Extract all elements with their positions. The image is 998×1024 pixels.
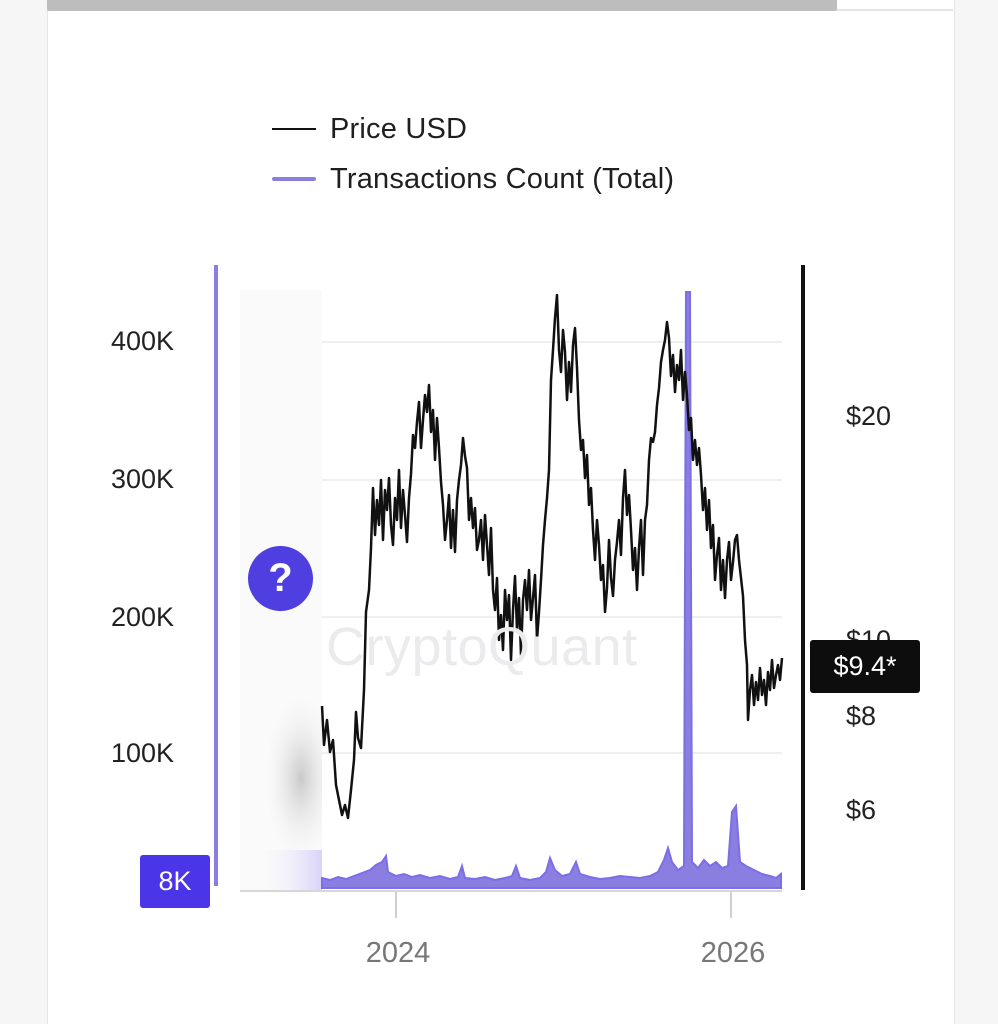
right-axis-tick-20: $20 [846, 401, 892, 431]
right-axis-tick-6: $6 [846, 795, 877, 825]
price-current-value-badge: $9.4* [810, 640, 920, 693]
chart-legend: Price USD Transactions Count (Total) [272, 104, 674, 204]
left-axis-tick-200k: 200K [110, 602, 174, 632]
x-axis-label-2026: 2026 [700, 937, 766, 969]
legend-item-price[interactable]: Price USD [272, 104, 674, 154]
transactions-series [321, 291, 782, 889]
x-axis-label-2024: 2024 [365, 937, 431, 969]
horizontal-scrollbar[interactable] [47, 0, 837, 11]
price-line-swatch-icon [272, 128, 316, 130]
legend-item-transactions[interactable]: Transactions Count (Total) [272, 154, 674, 204]
transactions-line-swatch-icon [272, 177, 316, 181]
scrollbar-track [837, 9, 953, 11]
legend-label: Price USD [330, 112, 468, 145]
question-mark-icon: ? [268, 556, 293, 600]
help-button[interactable]: ? [248, 546, 313, 611]
left-axis-tick-100k: 100K [110, 738, 174, 768]
price-series [320, 293, 784, 820]
transactions-current-value-badge: 8K [140, 855, 210, 908]
legend-label: Transactions Count (Total) [330, 162, 675, 195]
right-axis-tick-8: $8 [846, 701, 877, 731]
left-axis-tick-300k: 300K [110, 464, 174, 494]
left-axis-tick-400k: 400K [110, 326, 174, 356]
